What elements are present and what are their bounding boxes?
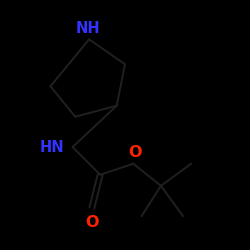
Text: HN: HN xyxy=(40,140,64,154)
Text: O: O xyxy=(85,215,98,230)
Text: NH: NH xyxy=(76,21,100,36)
Text: O: O xyxy=(129,144,142,160)
